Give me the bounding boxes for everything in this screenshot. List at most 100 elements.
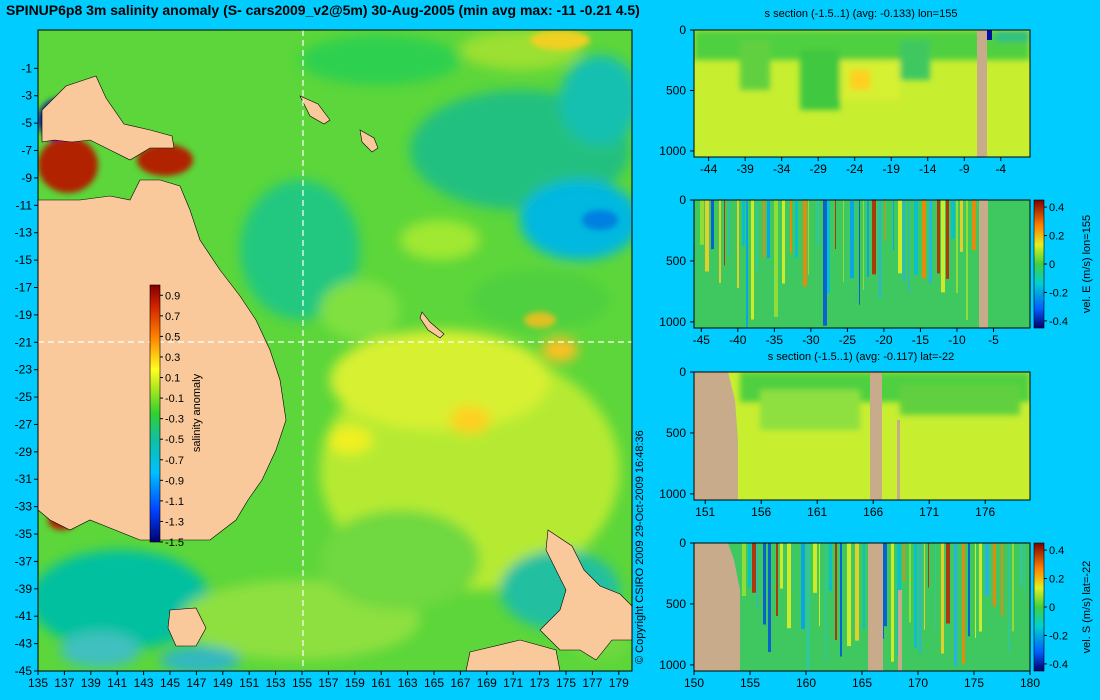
panel2-x-tick-label: -10 (948, 333, 966, 347)
map-x-tick-label: 147 (186, 676, 206, 690)
velocity-stripe (705, 200, 709, 272)
panel2-x-tick-label: -25 (839, 333, 857, 347)
panel3-y-tick-label: 0 (679, 365, 686, 379)
velocity-stripe (806, 543, 810, 671)
map-y-tick-label: -17 (15, 280, 33, 294)
map-x-tick-label: 135 (28, 676, 48, 690)
panel2-colorbar-tick-label: 0 (1049, 259, 1055, 271)
map-y-tick-label: -39 (15, 582, 33, 596)
map-x-tick-label: 163 (398, 676, 418, 690)
velocity-stripe (1020, 543, 1023, 587)
map-y-tick-label: -31 (15, 472, 33, 486)
velocity-stripe (898, 200, 902, 274)
map-y-tick-label: -33 (15, 500, 33, 514)
velocity-stripe (893, 200, 894, 251)
map-x-axis: 135 137 139 141 143 145 147 149 151 153 155 157 159 1… (28, 671, 629, 690)
panel2-x-tick-label: -20 (875, 333, 893, 347)
velocity-stripe (951, 200, 955, 239)
colorbar-tick-label: -0.9 (165, 475, 184, 487)
panel3-y-tick-label: 1000 (659, 487, 686, 501)
velocity-stripe (935, 543, 936, 632)
map-x-tick-label: 159 (345, 676, 365, 690)
panel1-plot: s section (-1.5..1) (avg: -0.133) lon=15… (659, 8, 1031, 176)
panel1-y-tick-label: 1000 (659, 144, 686, 158)
map-y-tick-label: -21 (15, 335, 33, 349)
velocity-stripe (975, 543, 976, 638)
panel2-x-tick-label: -30 (802, 333, 820, 347)
map-x-tick-label: 139 (81, 676, 101, 690)
panel1-x-tick-label: -44 (700, 162, 718, 176)
velocity-stripe (803, 200, 807, 287)
map-x-tick-label: 141 (107, 676, 127, 690)
velocity-stripe (700, 200, 704, 245)
velocity-stripe (855, 543, 859, 641)
map-x-tick-label: 161 (371, 676, 391, 690)
panel4-x-tick-label: 175 (964, 676, 984, 690)
velocity-stripe (979, 543, 982, 632)
colorbar-tick-label: 0.9 (165, 290, 180, 302)
colorbar-tick-label: -1.5 (165, 537, 184, 549)
panel2-colorbar-tick-label: 0.2 (1049, 231, 1064, 243)
velocity-stripe (782, 200, 785, 284)
velocity-stripe (908, 200, 909, 294)
panel3-x-tick-label: 166 (863, 505, 883, 519)
panel3-x-tick-label: 156 (751, 505, 771, 519)
velocity-stripe (787, 543, 791, 629)
velocity-stripe (711, 200, 714, 250)
panel4-x-tick-label: 180 (1020, 676, 1040, 690)
map-y-tick-label: -5 (21, 116, 32, 130)
velocity-stripe (885, 200, 886, 241)
colorbar-tick-label: -0.5 (165, 434, 184, 446)
panel1-x-tick-label: -4 (995, 162, 1006, 176)
panel3-title: s section (-1.5..1) (avg: -0.117) lat=-2… (768, 351, 955, 363)
velocity-stripe (793, 543, 794, 592)
panel3-plot: s section (-1.5..1) (avg: -0.117) lat=-2… (659, 351, 1031, 519)
panel4-colorbar-tick-label: 0.2 (1049, 574, 1064, 586)
map-x-tick-label: 169 (477, 676, 497, 690)
panel2-colorbar (1033, 199, 1045, 329)
map-x-tick-label: 167 (450, 676, 470, 690)
map-y-tick-label: -7 (21, 144, 32, 158)
map-y-tick-label: -15 (15, 253, 33, 267)
map-colorbar: 0.9 0.7 0.5 0.3 0.1 -0.1 -0.3 -0.5 -0.7 -0.9 -1.1 -… (149, 284, 203, 549)
map-y-tick-label: -37 (15, 554, 33, 568)
panel4-colorbar-tick-label: 0.4 (1049, 545, 1064, 557)
map-y-tick-label: -45 (15, 664, 33, 678)
velocity-stripe (993, 543, 996, 607)
velocity-stripe (763, 543, 766, 625)
map-x-tick-label: 171 (503, 676, 523, 690)
map-y-tick-label: -13 (15, 226, 33, 240)
velocity-stripe (742, 543, 746, 597)
velocity-stripe (835, 200, 836, 250)
velocity-stripe (929, 200, 932, 283)
map-x-tick-label: 145 (160, 676, 180, 690)
velocity-stripe (790, 200, 792, 254)
map-y-tick-label: -1 (21, 61, 32, 75)
velocity-stripe (843, 200, 844, 283)
panel2-colorbar-label: vel. E (m/s) lon=155 (1081, 215, 1093, 313)
colorbar-label: salinity anomaly (191, 373, 203, 452)
panel1-x-tick-label: -39 (736, 162, 754, 176)
velocity-stripe (903, 543, 905, 582)
velocity-stripe (827, 200, 830, 294)
page-title: SPINUP6p8 3m salinity anomaly (S- cars20… (6, 2, 640, 18)
map-y-axis: -1 -3 -5 -7 -9 -11 -13 -15 -17 -19 -21 -23 -25 -27 -29… (15, 61, 38, 678)
velocity-stripe (872, 200, 876, 275)
velocity-stripe (985, 543, 989, 596)
velocity-stripe (919, 543, 921, 653)
velocity-stripe (780, 543, 783, 589)
velocity-stripe (922, 200, 926, 279)
velocity-stripe (774, 200, 778, 317)
velocity-stripe (863, 200, 864, 290)
velocity-stripe (840, 543, 842, 657)
velocity-stripe (941, 200, 945, 293)
map-y-tick-label: -41 (15, 609, 33, 623)
colorbar-tick-label: -0.7 (165, 455, 184, 467)
panel1-x-tick-label: -29 (810, 162, 828, 176)
velocity-stripe (879, 200, 881, 299)
velocity-stripe (847, 543, 851, 647)
panel2-y-tick-label: 1000 (659, 315, 686, 329)
panel2-colorbar-tick-label: -0.4 (1049, 316, 1068, 328)
map-y-tick-label: -25 (15, 390, 33, 404)
map-y-tick-label: -23 (15, 363, 33, 377)
